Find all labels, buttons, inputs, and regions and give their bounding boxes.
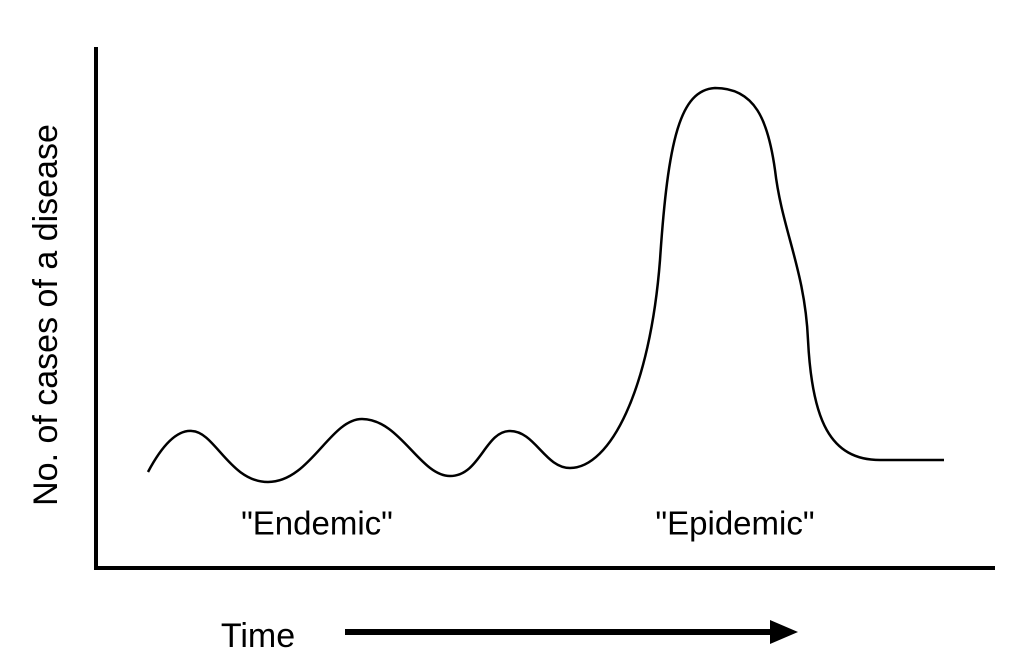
region-label: "Epidemic" — [655, 505, 814, 542]
disease-curve — [146, 86, 944, 484]
region-label: "Endemic" — [241, 505, 393, 542]
y-axis-label: No. of cases of a disease — [27, 124, 65, 506]
x-axis-label: Time — [221, 617, 295, 655]
time-arrow-head — [770, 620, 798, 644]
